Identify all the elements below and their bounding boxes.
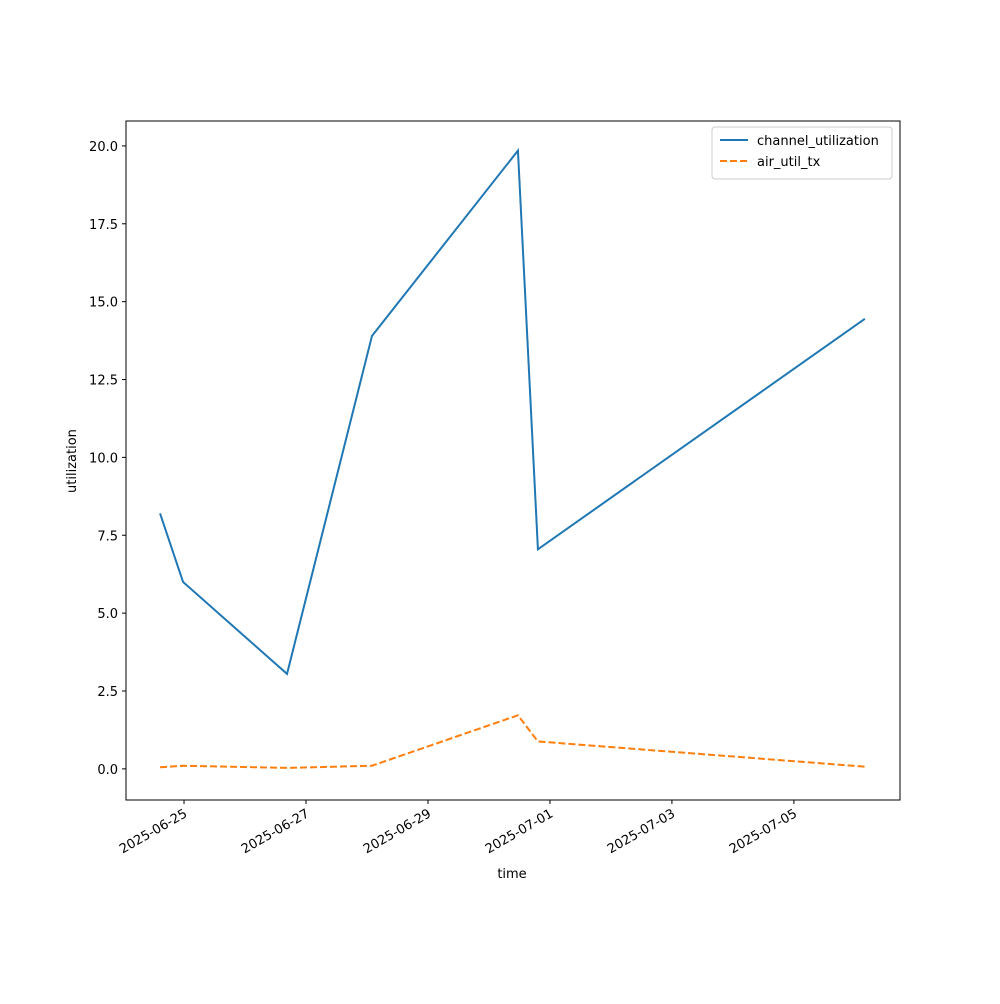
y-tick-label: 20.0 [89, 140, 118, 155]
x-tick-label: 2025-07-03 [605, 806, 678, 857]
x-tick-label: 2025-07-01 [483, 806, 556, 857]
y-tick-label: 12.5 [89, 374, 118, 389]
y-tick-label: 7.5 [97, 529, 118, 544]
y-tick-label: 15.0 [89, 296, 118, 311]
x-axis-label: time [497, 867, 526, 882]
series-line [159, 147, 866, 676]
x-tick-label: 2025-07-05 [727, 806, 800, 857]
y-tick-label: 2.5 [97, 685, 118, 700]
legend-label: channel_utilization [757, 134, 879, 149]
x-tick-label: 2025-06-25 [117, 806, 190, 857]
y-tick-label: 10.0 [89, 451, 118, 466]
y-axis-label: utilization [65, 429, 80, 493]
legend-label: air_util_tx [757, 155, 821, 170]
x-tick-label: 2025-06-27 [239, 806, 312, 857]
y-tick-label: 5.0 [97, 607, 118, 622]
x-tick-label: 2025-06-29 [361, 806, 434, 857]
y-tick-label: 17.5 [89, 218, 118, 233]
series-line [159, 714, 865, 769]
legend-box [711, 126, 893, 180]
y-tick-label: 0.0 [97, 763, 118, 778]
plot-frame [125, 120, 901, 801]
